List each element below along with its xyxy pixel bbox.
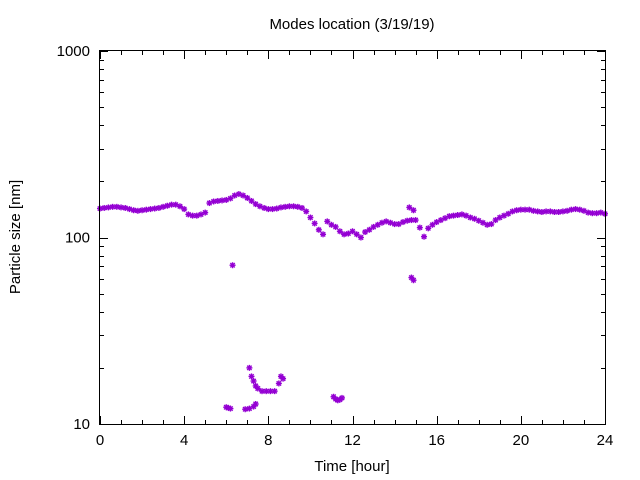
data-point <box>294 203 301 210</box>
data-point <box>410 207 417 214</box>
data-point <box>530 207 537 214</box>
data-point <box>410 277 417 284</box>
data-point <box>320 231 327 238</box>
data-point <box>189 212 196 219</box>
data-point <box>421 233 428 240</box>
tick-labels: 0 4 8 12 16 20 24 10 100 1000 <box>57 43 614 449</box>
data-point <box>307 214 314 221</box>
data-point <box>250 378 257 385</box>
x-tick-label: 4 <box>180 432 188 449</box>
data-point <box>564 207 571 214</box>
y-tick-label: 1000 <box>57 43 90 60</box>
data-point <box>362 229 369 236</box>
data-point <box>168 201 175 208</box>
data-point <box>311 220 318 227</box>
data-point <box>303 208 310 215</box>
data-point <box>349 228 356 235</box>
data-point <box>139 207 146 214</box>
data-point <box>299 204 305 211</box>
data-point <box>229 262 236 269</box>
y-tick-label: 10 <box>73 416 90 433</box>
data-point <box>366 226 373 233</box>
data-point <box>412 217 419 224</box>
data-point <box>246 364 253 371</box>
chart-title: Modes location (3/19/19) <box>269 16 434 33</box>
data-point <box>341 231 348 238</box>
data-points <box>97 191 608 413</box>
data-point <box>338 394 345 401</box>
data-point <box>593 210 600 217</box>
x-axis-label: Time [hour] <box>314 458 389 475</box>
data-point <box>252 401 259 408</box>
data-point <box>357 234 364 241</box>
data-point <box>505 210 512 217</box>
x-tick-label: 24 <box>597 432 614 449</box>
data-point <box>332 223 339 230</box>
data-point <box>280 375 287 382</box>
data-point <box>597 209 604 216</box>
data-point <box>336 228 343 235</box>
y-tick-label: 100 <box>65 230 90 247</box>
data-point <box>122 204 129 211</box>
data-point <box>244 194 251 201</box>
data-point <box>242 406 249 413</box>
data-point <box>181 206 188 213</box>
x-tick-label: 16 <box>428 432 445 449</box>
x-tick-label: 0 <box>96 432 104 449</box>
data-point <box>315 226 322 233</box>
data-point <box>406 204 413 211</box>
data-point <box>176 203 183 210</box>
data-point <box>446 213 453 220</box>
axis-ticks <box>100 51 606 425</box>
data-point <box>160 203 167 210</box>
data-point <box>227 405 234 412</box>
x-tick-label: 20 <box>512 432 529 449</box>
data-point <box>425 225 432 232</box>
data-point <box>353 231 360 238</box>
data-point <box>484 221 491 228</box>
data-point <box>240 192 247 199</box>
data-point <box>130 207 137 214</box>
data-point <box>227 195 234 202</box>
data-point <box>589 210 596 217</box>
x-tick-label: 8 <box>264 432 272 449</box>
data-point <box>345 230 352 237</box>
data-point <box>429 221 436 228</box>
data-point <box>271 388 278 395</box>
data-point <box>202 209 209 216</box>
data-point <box>254 385 261 392</box>
data-point <box>164 202 171 209</box>
data-point <box>248 373 255 380</box>
data-point <box>252 201 259 208</box>
data-point <box>492 217 499 224</box>
data-point <box>155 204 162 211</box>
data-point <box>324 218 331 225</box>
y-axis-label: Particle size [nm] <box>7 180 24 294</box>
data-point <box>248 197 255 204</box>
data-point <box>488 221 495 228</box>
data-point <box>286 203 293 210</box>
data-point <box>275 380 282 387</box>
data-point <box>109 203 116 210</box>
data-point <box>416 224 423 231</box>
x-tick-label: 12 <box>344 432 361 449</box>
plot-frame <box>99 50 606 425</box>
